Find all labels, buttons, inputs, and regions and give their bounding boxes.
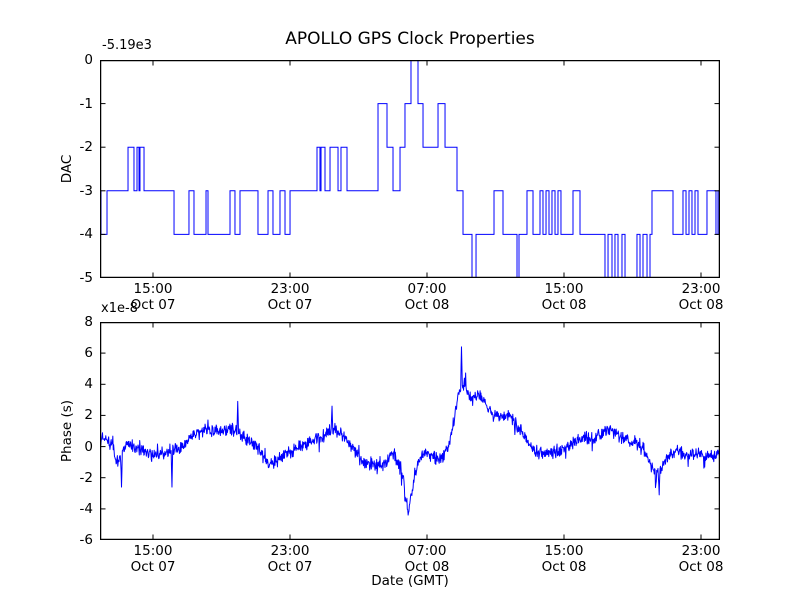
x-tick-label: 23:00 Oct 08 [656,543,746,575]
x-tick-time: 15:00 [133,543,173,559]
axes-frame [100,60,720,278]
x-tick-date: Oct 07 [130,297,176,313]
x-tick-label: 15:00 Oct 07 [108,543,198,575]
y-tick-label: 0 [84,52,93,68]
x-tick-date: Oct 07 [130,559,176,575]
bottom-axes-plot-area [100,322,720,540]
x-tick-date: Oct 08 [541,297,587,313]
x-tick-date: Oct 08 [541,559,587,575]
y-tick-label: -1 [79,95,93,112]
x-tick-label: 23:00 Oct 07 [245,543,335,575]
top-y-axis-offset-label: -5.19e3 [102,38,152,53]
x-tick-time: 23:00 [681,543,721,559]
x-tick-date: Oct 08 [678,297,724,313]
dac-step-line [100,60,720,278]
x-tick-label: 07:00 Oct 08 [382,543,472,575]
y-tick-label: -3 [79,182,93,199]
axes-frame [100,322,720,540]
x-tick-label: 23:00 Oct 07 [245,281,335,313]
phase-noise-line [100,346,720,516]
x-tick-date: Oct 07 [267,297,313,313]
y-tick-label: 0 [84,438,93,455]
x-tick-date: Oct 08 [404,559,450,575]
x-tick-label: 07:00 Oct 08 [382,281,472,313]
x-tick-time: 23:00 [681,281,721,297]
y-tick-label: 2 [84,407,93,424]
y-tick-label: 4 [84,376,93,393]
x-axis-label: Date (GMT) [371,573,449,589]
top-axes-plot-area [100,60,720,278]
x-tick-label: 15:00 Oct 07 [108,281,198,313]
x-tick-time: 07:00 [407,543,447,559]
x-tick-time: 23:00 [270,543,310,559]
x-tick-label: 15:00 Oct 08 [519,543,609,575]
y-tick-label: 6 [84,345,93,362]
x-tick-date: Oct 08 [678,559,724,575]
x-tick-date: Oct 08 [404,297,450,313]
y-tick-label: -2 [79,139,93,156]
x-tick-date: Oct 07 [267,559,313,575]
chart-title: APOLLO GPS Clock Properties [285,29,535,49]
x-tick-time: 15:00 [544,281,584,297]
x-tick-time: 07:00 [407,281,447,297]
y-tick-label: -5 [79,270,93,286]
y-tick-label: -2 [79,469,93,486]
x-tick-label: 23:00 Oct 08 [656,281,746,313]
x-tick-time: 15:00 [544,543,584,559]
y-tick-label: 8 [84,314,93,330]
x-tick-time: 15:00 [133,281,173,297]
x-tick-label: 15:00 Oct 08 [519,281,609,313]
y-tick-label: -4 [79,500,93,517]
y-tick-label: -4 [79,226,93,243]
y-tick-label: -6 [79,532,93,548]
x-tick-time: 23:00 [270,281,310,297]
bottom-y-axis-multiplier-label: x1e-8 [101,301,138,316]
top-y-axis-label: DAC [59,154,75,184]
